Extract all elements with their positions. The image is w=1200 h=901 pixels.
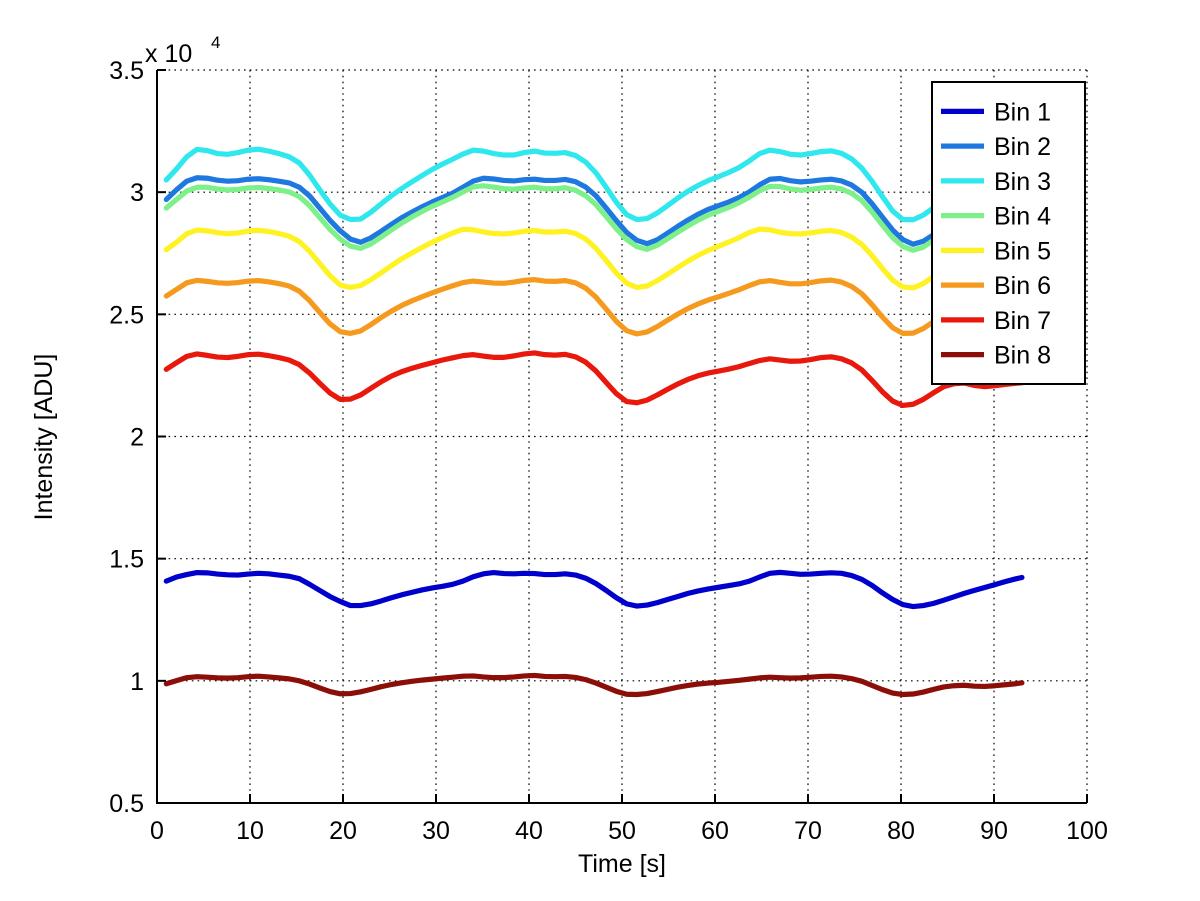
y-axis-exponent-power: 4 <box>211 33 220 52</box>
x-tick-label: 60 <box>701 817 729 845</box>
y-tick-label: 2.5 <box>109 301 144 329</box>
series-lines <box>163 146 1025 698</box>
y-axis-exponent-base: x 10 <box>145 40 192 68</box>
legend-label-bin-5: Bin 5 <box>994 237 1051 265</box>
x-tick-label: 50 <box>608 817 636 845</box>
x-tick-label: 30 <box>422 817 450 845</box>
series-line-bin-5 <box>163 226 1025 291</box>
x-axis-title: Time [s] <box>578 850 666 878</box>
x-axis-ticks: 0 10 20 30 40 50 60 70 80 90 100 <box>150 794 1108 845</box>
y-tick-label: 2 <box>130 424 144 452</box>
legend-label-bin-8: Bin 8 <box>994 342 1051 370</box>
legend-label-bin-4: Bin 4 <box>994 203 1051 231</box>
series-line-bin-1 <box>163 569 1025 610</box>
series-line-bin-4 <box>163 183 1025 253</box>
legend[interactable]: Bin 1 Bin 2 Bin 3 Bin 4 Bin 5 Bin 6 Bin 7 Bin 8 <box>931 81 1086 385</box>
y-tick-label: 1.5 <box>109 546 144 574</box>
legend-label-bin-3: Bin 3 <box>994 168 1051 196</box>
legend-label-bin-7: Bin 7 <box>994 307 1051 335</box>
legend-item-bin-1[interactable]: Bin 1 <box>941 98 1051 126</box>
legend-label-bin-2: Bin 2 <box>994 133 1051 161</box>
series-line-bin-7 <box>163 350 1025 409</box>
legend-item-bin-8[interactable]: Bin 8 <box>941 342 1051 370</box>
y-tick-label: 1 <box>130 668 144 696</box>
y-axis-ticks: 0.5 1 1.5 2 2.5 3 3.5 <box>109 57 166 818</box>
legend-item-bin-7[interactable]: Bin 7 <box>941 307 1051 335</box>
series-line-bin-2 <box>163 175 1025 247</box>
x-tick-label: 100 <box>1066 817 1108 845</box>
x-tick-label: 90 <box>980 817 1008 845</box>
x-tick-label: 80 <box>887 817 915 845</box>
series-line-bin-6 <box>163 277 1025 337</box>
x-tick-label: 40 <box>515 817 543 845</box>
legend-item-bin-3[interactable]: Bin 3 <box>941 168 1051 196</box>
legend-box <box>931 81 1086 385</box>
y-axis-title: Intensity [ADU] <box>30 354 58 521</box>
x-tick-label: 20 <box>329 817 357 845</box>
x-tick-label: 0 <box>150 817 164 845</box>
x-tick-label: 10 <box>236 817 264 845</box>
legend-item-bin-6[interactable]: Bin 6 <box>941 272 1051 300</box>
series-line-bin-3 <box>163 146 1025 223</box>
series-line-bin-8 <box>163 672 1025 698</box>
y-tick-label: 3 <box>130 179 144 207</box>
y-tick-label: 3.5 <box>109 57 144 85</box>
x-tick-label: 70 <box>794 817 822 845</box>
legend-label-bin-6: Bin 6 <box>994 272 1051 300</box>
legend-item-bin-4[interactable]: Bin 4 <box>941 203 1051 231</box>
y-tick-label: 0.5 <box>109 790 144 818</box>
legend-label-bin-1: Bin 1 <box>994 98 1051 126</box>
legend-item-bin-5[interactable]: Bin 5 <box>941 237 1051 265</box>
legend-item-bin-2[interactable]: Bin 2 <box>941 133 1051 161</box>
